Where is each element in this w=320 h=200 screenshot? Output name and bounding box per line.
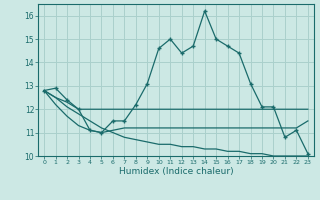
- X-axis label: Humidex (Indice chaleur): Humidex (Indice chaleur): [119, 167, 233, 176]
